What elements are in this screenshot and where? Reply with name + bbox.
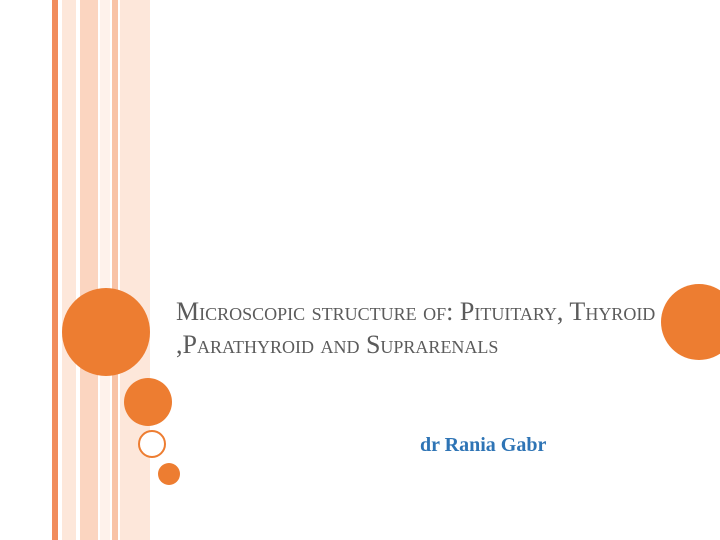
decorative-circle bbox=[124, 378, 172, 426]
stripe-band bbox=[0, 0, 160, 540]
decorative-circle bbox=[158, 463, 180, 485]
slide: Microscopic structure of: Pituitary, Thy… bbox=[0, 0, 720, 540]
stripe bbox=[52, 0, 58, 540]
slide-author: dr Rania Gabr bbox=[420, 434, 546, 457]
stripe bbox=[62, 0, 76, 540]
stripe bbox=[100, 0, 110, 540]
stripe bbox=[120, 0, 150, 540]
slide-title: Microscopic structure of: Pituitary, Thy… bbox=[176, 296, 666, 361]
decorative-circle bbox=[138, 430, 166, 458]
stripe bbox=[112, 0, 118, 540]
stripe bbox=[80, 0, 98, 540]
decorative-circle bbox=[62, 288, 150, 376]
